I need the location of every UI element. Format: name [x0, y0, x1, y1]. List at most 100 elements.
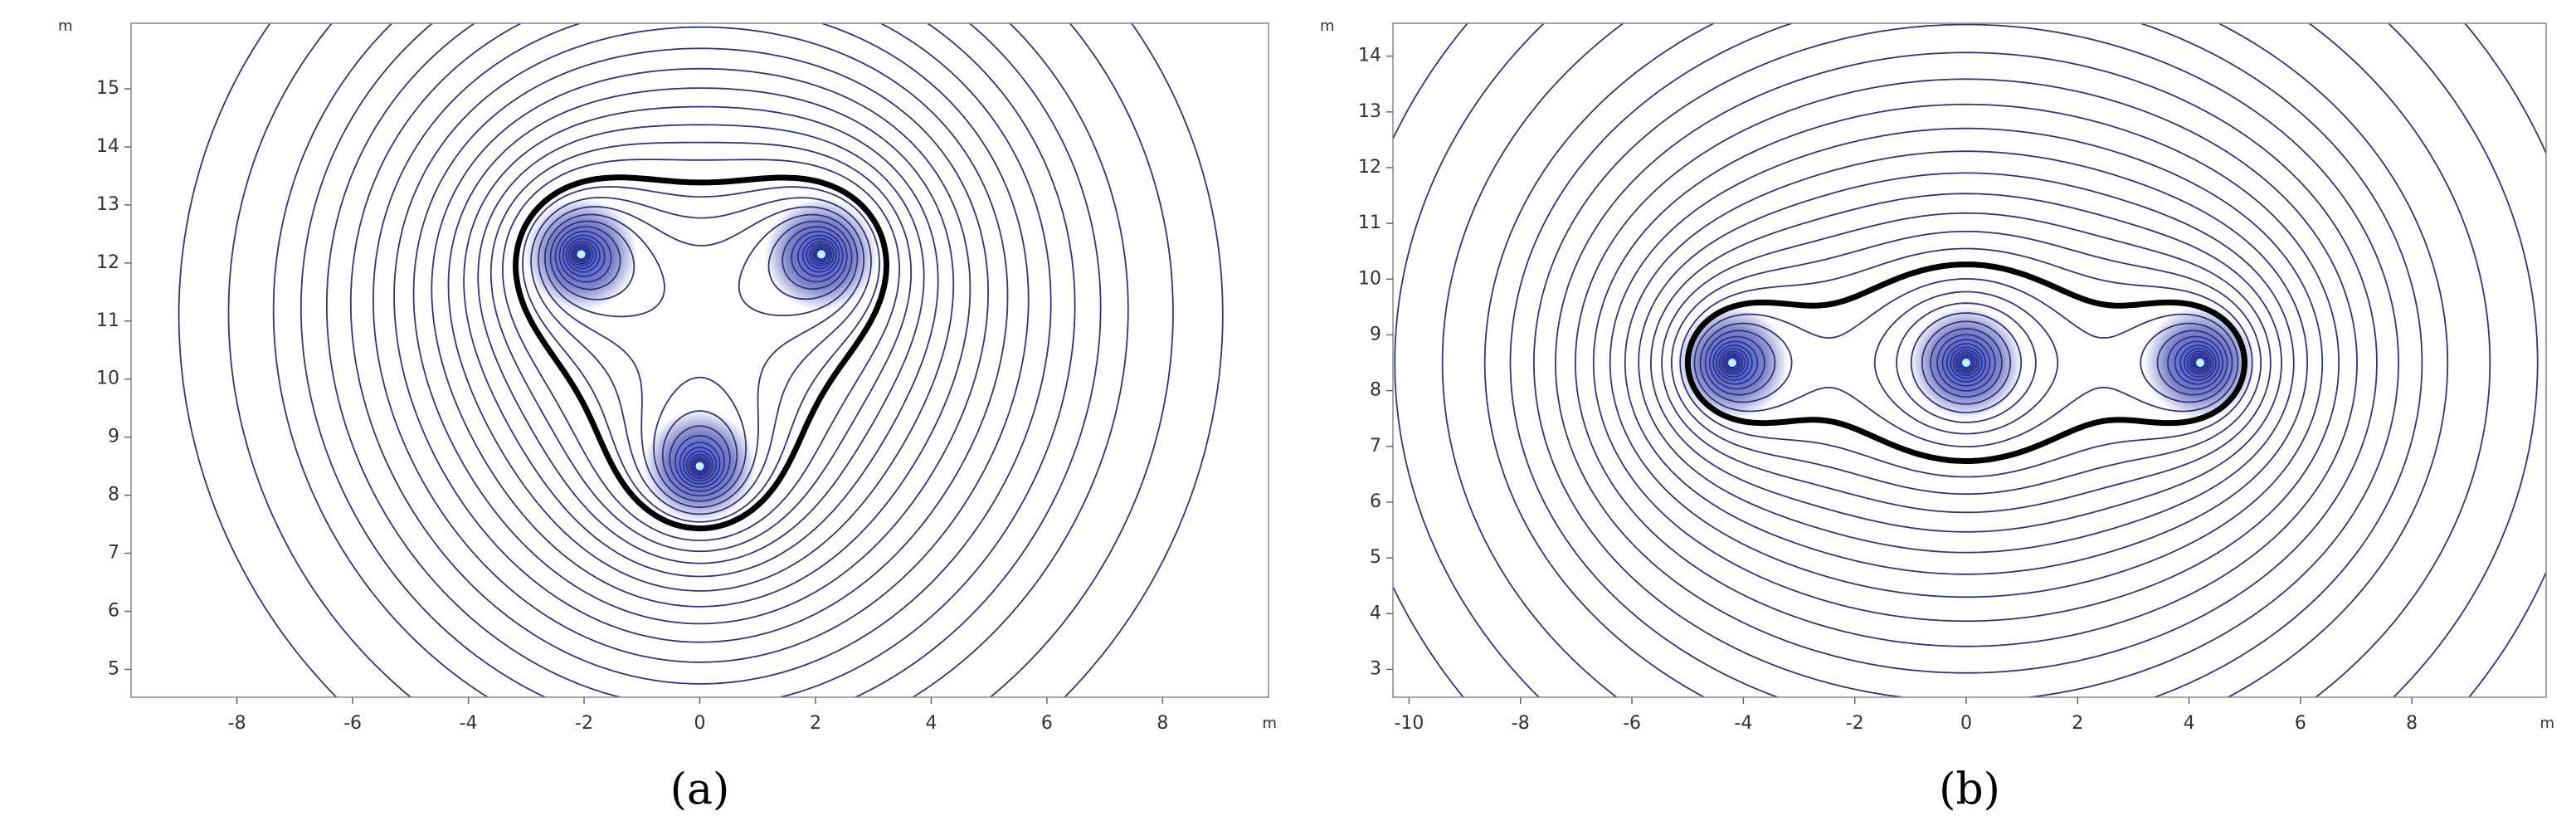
x-tick-label: 4	[2184, 713, 2195, 734]
contour-line	[349, 23, 1052, 685]
x-axis-unit: m	[2539, 715, 2554, 732]
contour-line	[538, 206, 865, 508]
y-tick-label: 4	[1370, 603, 1381, 623]
contour-line	[412, 47, 989, 625]
y-tick-label: 7	[108, 543, 119, 564]
contour-line	[1555, 51, 2378, 674]
contour-line	[1575, 78, 2358, 647]
y-tick-label: 10	[1358, 268, 1381, 289]
contour-line	[502, 159, 900, 541]
contour-line	[1533, 23, 2399, 697]
contour-line	[1650, 193, 2282, 533]
y-tick-label: 12	[96, 252, 119, 273]
x-tick-label: 4	[925, 713, 937, 734]
contour-line	[1592, 103, 2340, 623]
x-tick-label: 2	[810, 713, 821, 734]
y-tick-label: 13	[96, 194, 119, 215]
y-axis-unit: m	[1320, 17, 1335, 35]
contour-line	[373, 23, 1030, 663]
y-tick-label: 14	[96, 136, 119, 157]
x-tick-label: 8	[1157, 713, 1168, 734]
x-tick-label: -6	[1623, 713, 1641, 734]
y-tick-label: 13	[1358, 101, 1381, 122]
contour-line	[572, 244, 831, 476]
contour-line	[1693, 278, 2239, 447]
contour-line	[431, 67, 971, 608]
x-tick-label: -2	[575, 713, 593, 734]
y-tick-label: 11	[96, 310, 119, 331]
contour-line	[477, 124, 925, 564]
contour-line	[1624, 150, 2308, 575]
source-point	[1726, 357, 1738, 369]
contour-line	[1716, 328, 2217, 398]
source-point	[815, 248, 827, 261]
contour-line	[326, 23, 1076, 697]
contour-line	[1720, 339, 2212, 387]
x-tick-label: -10	[1395, 713, 1424, 734]
contour-line	[558, 230, 844, 488]
y-tick-label: 10	[96, 369, 119, 389]
contour-line	[1712, 320, 2220, 405]
contour-line	[1393, 23, 2546, 697]
plot-frame	[1392, 22, 2547, 698]
y-tick-label: 11	[1358, 212, 1381, 233]
x-tick-label: 0	[694, 713, 706, 734]
y-tick-label: 5	[1370, 547, 1381, 568]
source-point	[694, 460, 706, 472]
source-point	[2194, 357, 2206, 369]
x-tick-label: -2	[1846, 713, 1864, 734]
contour-line	[549, 220, 853, 497]
contour-line	[1718, 334, 2214, 392]
y-tick-label: 14	[1358, 46, 1381, 66]
y-tick-label: 5	[108, 658, 119, 679]
contour-line	[565, 237, 837, 482]
y-tick-label: 9	[108, 427, 119, 447]
x-tick-label: 8	[2406, 713, 2418, 734]
highlight-contour	[1684, 261, 2247, 464]
x-tick-label: -8	[228, 713, 246, 734]
contour-line	[1708, 312, 2224, 413]
source-point	[1960, 357, 1972, 369]
contour-line	[570, 242, 833, 477]
contour-line	[1661, 212, 2272, 514]
x-tick-label: 6	[2295, 713, 2306, 734]
contour-line	[530, 197, 872, 515]
y-tick-label: 8	[108, 485, 119, 505]
contour-line	[227, 23, 1174, 697]
contour-line	[567, 240, 835, 480]
panel-label: (b)	[1939, 765, 2000, 815]
y-tick-label: 6	[1370, 491, 1381, 512]
highlight-contour	[513, 174, 889, 532]
contour-line	[1509, 23, 2423, 697]
contour-line	[573, 246, 830, 475]
contour-line	[178, 23, 1224, 697]
contour-line	[554, 226, 848, 492]
contour-line	[1483, 23, 2449, 697]
x-tick-label: -6	[343, 713, 362, 734]
x-axis-unit: m	[1262, 715, 1277, 732]
y-tick-label: 15	[96, 78, 119, 99]
contour-line	[393, 26, 1009, 643]
panel-label: (a)	[670, 765, 730, 815]
y-tick-label: 12	[1358, 157, 1381, 178]
plot-area	[1393, 23, 2546, 697]
contour-line	[562, 234, 840, 485]
contour-line	[1441, 23, 2491, 697]
y-tick-label: 3	[1370, 658, 1381, 679]
contour-line	[1722, 343, 2210, 383]
contour-line	[1609, 127, 2324, 598]
y-tick-label: 8	[1370, 380, 1381, 401]
contour-line	[543, 213, 859, 502]
contour-line	[447, 87, 955, 592]
contour-line	[300, 23, 1102, 697]
contour-line	[272, 23, 1129, 697]
y-tick-label: 9	[1370, 324, 1381, 344]
x-tick-label: -8	[1512, 713, 1530, 734]
contour-line	[489, 141, 912, 553]
x-tick-label: 6	[1041, 713, 1053, 734]
contour-line	[1394, 23, 2539, 697]
y-tick-label: 6	[108, 600, 119, 621]
x-tick-label: -4	[460, 713, 478, 734]
x-tick-label: 0	[1960, 713, 1972, 734]
